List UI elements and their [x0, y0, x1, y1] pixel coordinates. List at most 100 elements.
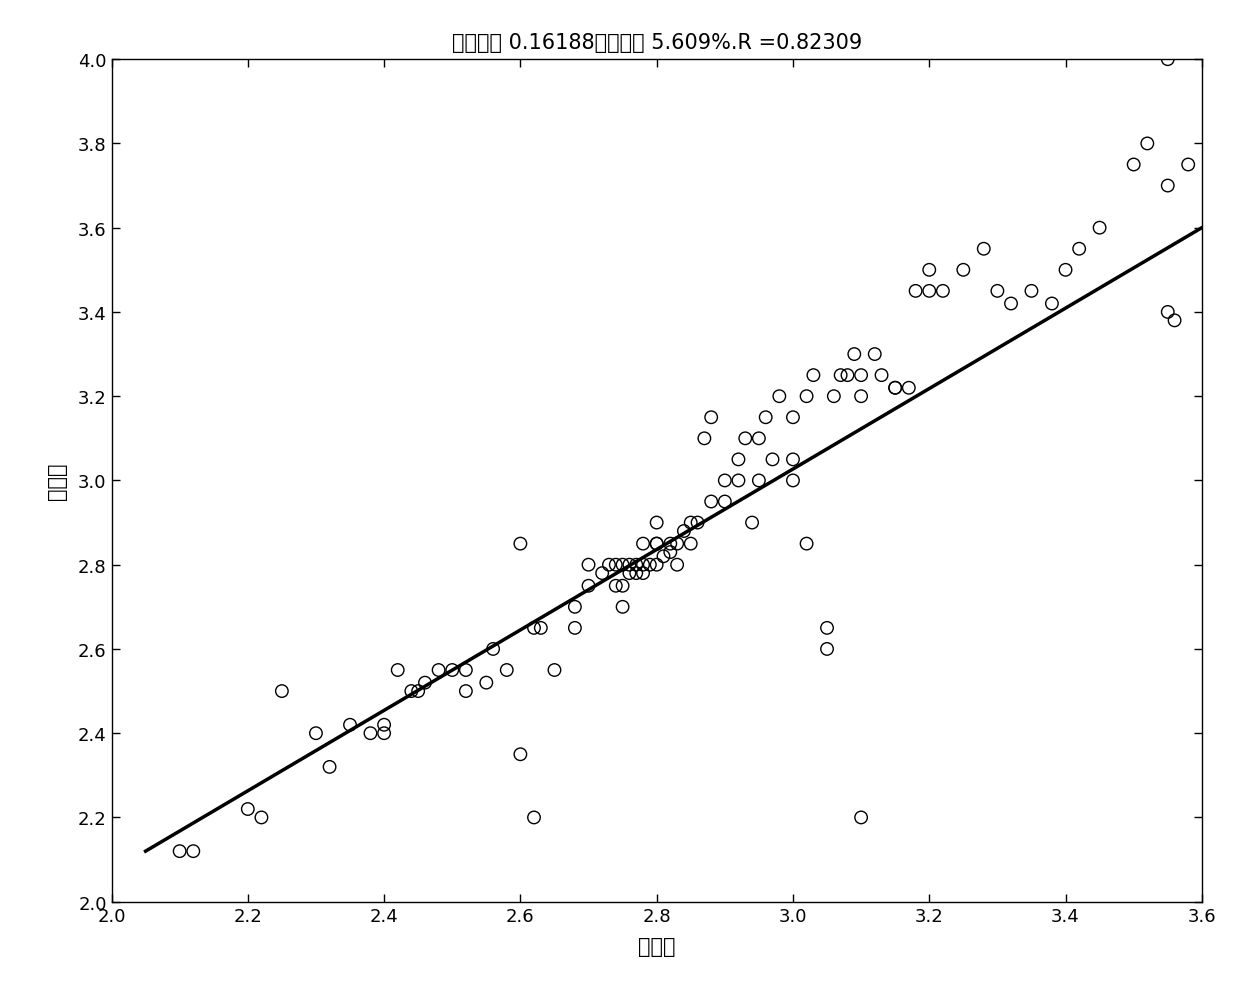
Point	[898, 381, 918, 397]
Point	[660, 544, 680, 560]
Point	[803, 368, 823, 384]
Point	[783, 452, 803, 468]
Point	[183, 844, 203, 860]
Point	[933, 284, 953, 300]
Point	[906, 284, 926, 300]
Point	[510, 536, 530, 552]
Point	[871, 368, 891, 384]
Point	[1157, 52, 1177, 68]
Point	[742, 515, 762, 531]
Point	[688, 515, 707, 531]
Point	[1042, 297, 1062, 313]
Point	[565, 599, 585, 615]
Point	[885, 381, 904, 397]
Point	[271, 683, 291, 699]
Point	[748, 473, 768, 489]
Point	[756, 410, 776, 426]
Point	[620, 557, 639, 573]
Point	[865, 347, 885, 363]
Point	[1069, 241, 1089, 258]
Point	[987, 284, 1007, 300]
Point	[647, 536, 667, 552]
Point	[681, 536, 701, 552]
Point	[654, 549, 674, 565]
Point	[612, 599, 632, 615]
Point	[606, 557, 626, 573]
Point	[626, 557, 647, 573]
Point	[1157, 305, 1177, 321]
Point	[415, 675, 435, 691]
Point	[667, 557, 686, 573]
Point	[729, 452, 748, 468]
Point	[715, 494, 735, 510]
Point	[612, 578, 632, 594]
Point	[824, 389, 844, 405]
Point	[524, 620, 544, 636]
Point	[817, 641, 836, 657]
Point	[633, 557, 653, 573]
Point	[736, 431, 756, 447]
Point	[476, 675, 496, 691]
Point	[401, 683, 421, 699]
Point	[701, 410, 721, 426]
Point	[620, 565, 639, 581]
Point	[1056, 263, 1075, 279]
Title: 绝对误差 0.16188相对误差 5.609%.R =0.82309: 绝对误差 0.16188相对误差 5.609%.R =0.82309	[451, 33, 862, 53]
Point	[238, 802, 258, 818]
Point	[701, 494, 721, 510]
Point	[844, 347, 864, 363]
Point	[339, 717, 359, 733]
Point	[361, 725, 380, 741]
Point	[456, 683, 476, 699]
Point	[544, 662, 564, 678]
Point	[647, 515, 667, 531]
Point	[320, 760, 339, 776]
Point	[694, 431, 714, 447]
Point	[748, 431, 768, 447]
Point	[1021, 284, 1041, 300]
Point	[524, 810, 544, 826]
Point	[374, 717, 394, 733]
Point	[1090, 220, 1110, 236]
Point	[919, 284, 939, 300]
Point	[456, 662, 476, 678]
Point	[762, 452, 783, 468]
Point	[660, 536, 680, 552]
Point	[306, 725, 326, 741]
Point	[715, 473, 735, 489]
Point	[442, 662, 462, 678]
Point	[592, 565, 612, 581]
Point	[783, 410, 803, 426]
Point	[647, 536, 667, 552]
Point	[885, 381, 904, 397]
Point	[497, 662, 517, 678]
Point	[170, 844, 190, 860]
Point	[1178, 157, 1198, 173]
Point	[483, 641, 503, 657]
Point	[1137, 136, 1157, 152]
Point	[633, 565, 653, 581]
Point	[626, 565, 647, 581]
Point	[797, 536, 817, 552]
Point	[681, 515, 701, 531]
Y-axis label: 实际値: 实际値	[47, 462, 67, 500]
Point	[409, 683, 429, 699]
Point	[388, 662, 408, 678]
Point	[579, 557, 598, 573]
Point	[838, 368, 857, 384]
Point	[851, 389, 871, 405]
Point	[606, 578, 626, 594]
Point	[633, 536, 653, 552]
Point	[579, 578, 598, 594]
Point	[919, 263, 939, 279]
Point	[769, 389, 789, 405]
Point	[252, 810, 271, 826]
Point	[1157, 178, 1177, 194]
Point	[1001, 297, 1021, 313]
Point	[729, 473, 748, 489]
Point	[374, 725, 394, 741]
Point	[639, 557, 659, 573]
Point	[429, 662, 449, 678]
Point	[647, 557, 667, 573]
Point	[830, 368, 850, 384]
